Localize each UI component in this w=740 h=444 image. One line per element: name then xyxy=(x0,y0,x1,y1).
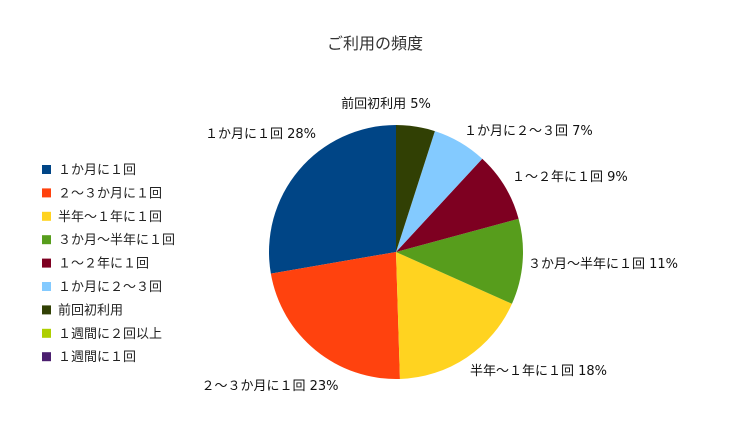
slice-data-label: ３か月～半年に１回 11% xyxy=(528,257,678,272)
pie-slices xyxy=(269,125,523,379)
legend-swatch xyxy=(42,165,51,174)
slice-data-label: １か月に１回 28% xyxy=(205,127,316,142)
pie-slice xyxy=(396,125,435,252)
slice-labels: １か月に１回 28% ２～３か月に１回 23% 半年～１年に１回 18% ３か月～半年… xyxy=(201,96,678,394)
legend-swatch xyxy=(42,258,51,268)
slice-data-label: 半年～１年に１回 18% xyxy=(470,364,607,379)
slice-data-label: ２～３か月に１回 23% xyxy=(201,379,338,394)
slice-data-label: １～２年に１回 9% xyxy=(512,170,628,185)
pie-slice xyxy=(396,252,512,379)
legend-label: １か月に１回 xyxy=(58,163,136,178)
legend-label: １か月に２～３回 xyxy=(58,280,162,295)
slice-data-label: １か月に２～３回 7% xyxy=(464,124,593,139)
legend-swatch xyxy=(42,211,51,221)
legend-swatch xyxy=(42,328,51,338)
legend-swatch xyxy=(42,188,51,198)
legend-label: １～２年に１回 xyxy=(58,257,149,272)
legend-label: 前回初利用 xyxy=(58,302,123,318)
legend-swatch xyxy=(42,352,51,362)
pie-slice xyxy=(396,158,519,252)
pie-slice xyxy=(270,252,400,379)
legend-swatch xyxy=(42,305,51,315)
legend-swatch xyxy=(42,235,51,245)
legend-label: ３か月～半年に１回 xyxy=(58,233,175,248)
legend-label: 半年～１年に１回 xyxy=(58,210,162,225)
legend-swatch xyxy=(42,282,51,291)
pie-slice xyxy=(269,125,396,274)
legend-label: ２～３か月に１回 xyxy=(58,186,162,201)
pie-slice xyxy=(396,131,483,252)
chart-title: ご利用の頻度 xyxy=(327,34,423,53)
pie-slice xyxy=(396,218,523,304)
slice-data-label: 前回初利用 5% xyxy=(341,96,431,112)
legend-label: １週間に２回以上 xyxy=(58,327,162,342)
legend-label: １週間に１回 xyxy=(58,350,136,365)
